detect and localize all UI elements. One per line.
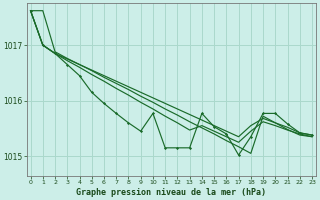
X-axis label: Graphe pression niveau de la mer (hPa): Graphe pression niveau de la mer (hPa) <box>76 188 266 197</box>
